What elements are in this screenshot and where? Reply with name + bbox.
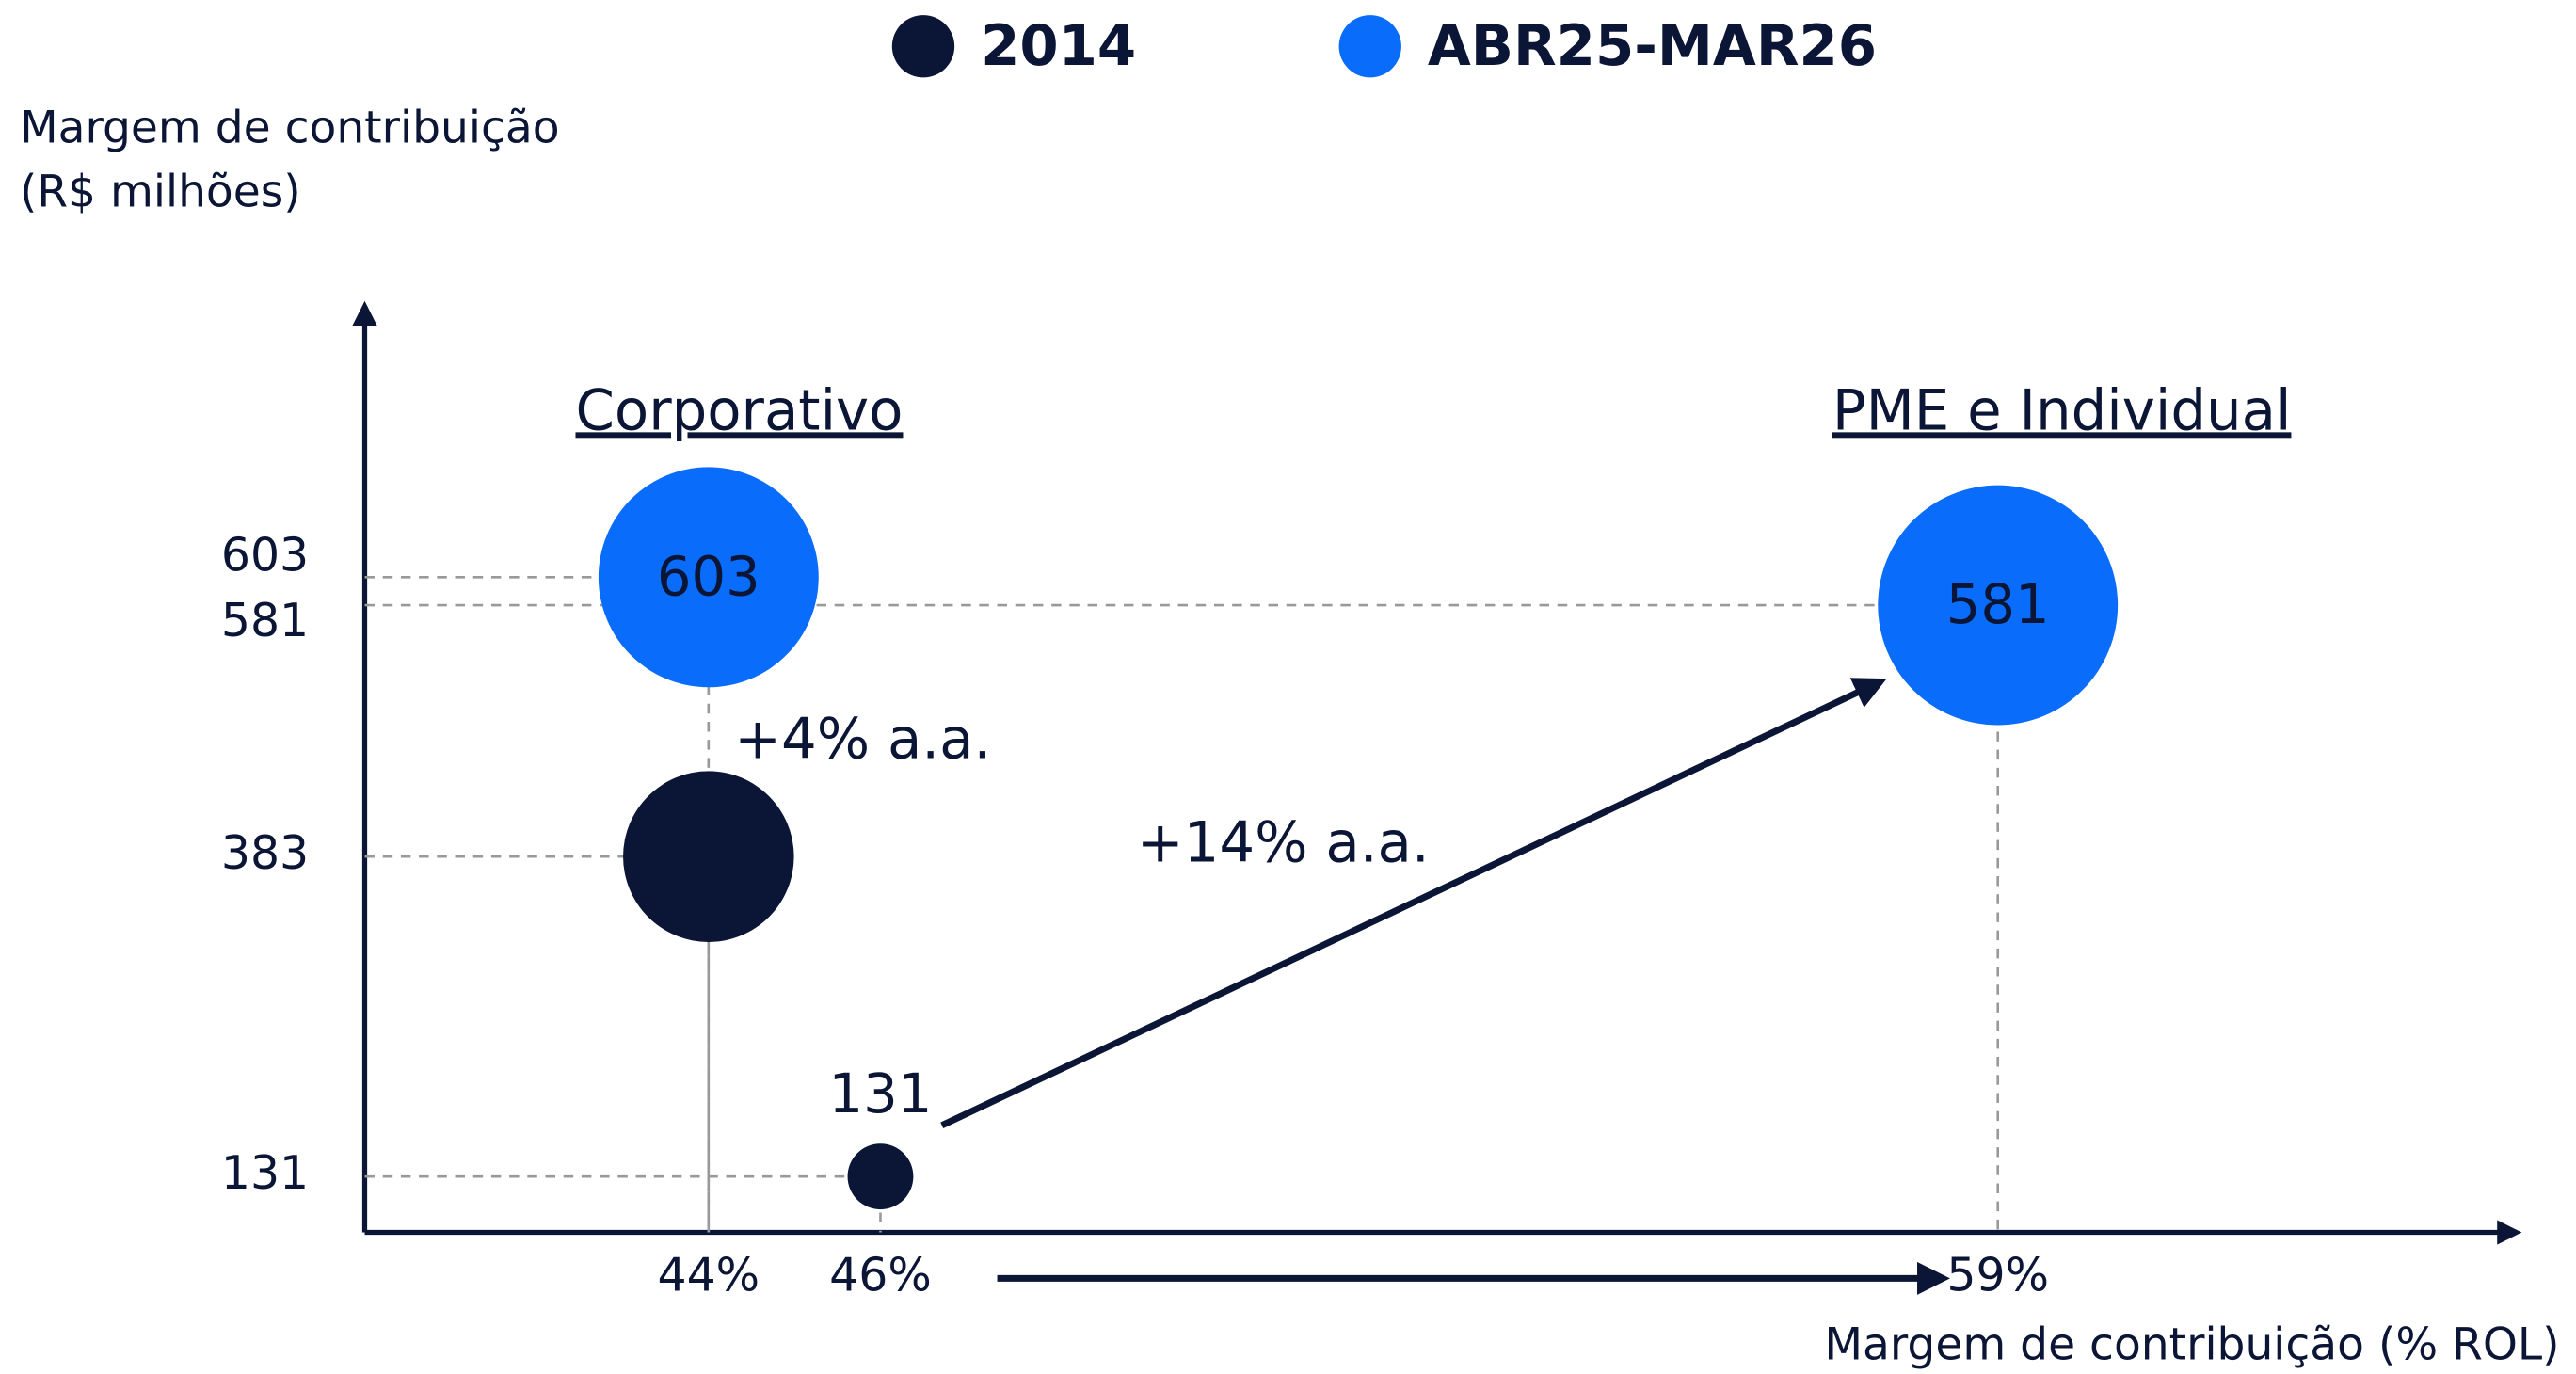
data-label: 581 — [1946, 573, 2050, 636]
legend-label: ABR25-MAR26 — [1428, 13, 1877, 78]
legend-label: 2014 — [981, 13, 1136, 78]
annotation: +14% a.a. — [1137, 809, 1430, 874]
y-tick-label: 581 — [221, 594, 309, 647]
group-title: PME e Individual — [1832, 377, 2292, 442]
y-tick-label: 131 — [221, 1146, 309, 1200]
legend-swatch — [1338, 15, 1401, 78]
growth-arrow — [940, 678, 1887, 1128]
y-axis-title: (R$ milhões) — [20, 166, 301, 217]
bubble — [598, 467, 819, 688]
data-label: 383 — [657, 824, 760, 887]
x-tick-label: 46% — [829, 1248, 932, 1302]
y-tick-label: 603 — [221, 528, 309, 582]
group-title: Corporativo — [575, 377, 903, 442]
x-axis-title: Margem de contribuição (% ROL) — [1824, 1319, 2559, 1371]
y-axis-title: Margem de contribuição — [20, 102, 560, 153]
legend-swatch — [891, 15, 955, 78]
annotation: +4% a.a. — [734, 706, 991, 771]
data-label: 131 — [828, 1062, 932, 1126]
y-tick-label: 383 — [221, 826, 309, 880]
x-tick-label: 44% — [658, 1248, 760, 1302]
x-tick-label: 59% — [1946, 1248, 2049, 1302]
bubble — [847, 1143, 914, 1210]
bubble — [1878, 485, 2119, 726]
data-label: 603 — [657, 545, 760, 608]
bubble — [623, 771, 794, 942]
